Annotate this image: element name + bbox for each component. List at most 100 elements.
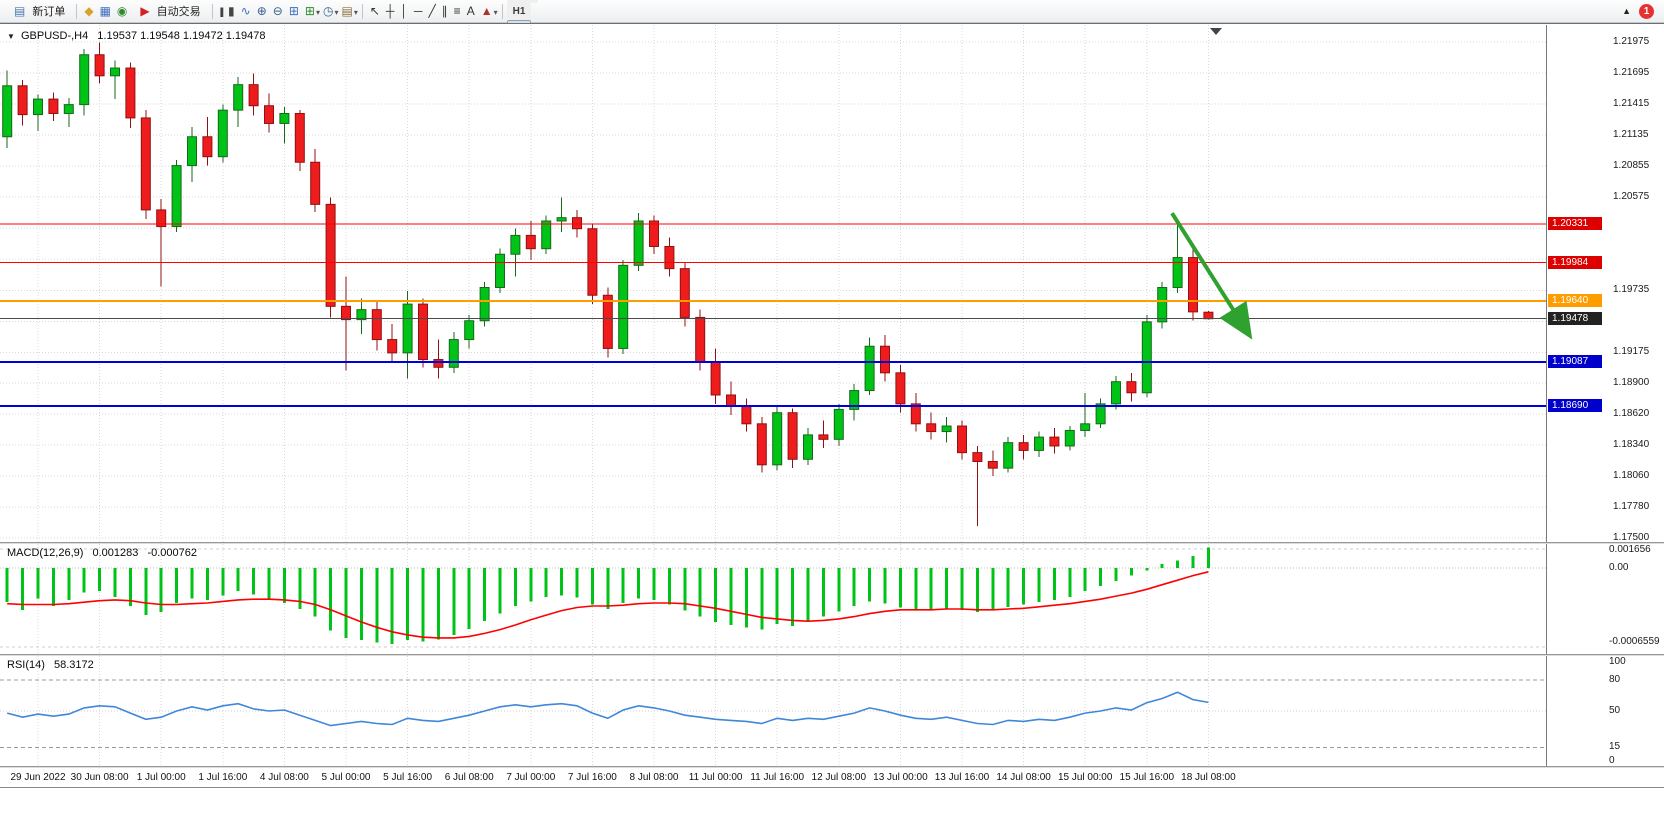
price-badge-1.19984: 1.19984 (1548, 255, 1602, 269)
toolbar-overflow-icon[interactable]: ▲ (1622, 6, 1631, 16)
new-chart-icon[interactable]: ⊞ (304, 3, 315, 18)
time-axis-label: 7 Jul 16:00 (567, 772, 617, 783)
price-axis-label: 1.18060 (1613, 469, 1650, 481)
panel-splitter[interactable] (0, 542, 1664, 544)
rsi-corner-label: RSI(14) 58.3172 (7, 659, 94, 671)
macd-signal-line (7, 571, 1209, 639)
macd-histogram (5, 547, 1210, 644)
time-axis-label: 15 Jul 16:00 (1119, 772, 1175, 783)
price-axis-label: 1.20575 (1613, 191, 1650, 203)
price-scale[interactable]: 1.21975 1.21695 1.21415 1.21135 1.20855 1.205… (1546, 25, 1664, 543)
rsi-scale[interactable]: 100 80 50 15 0 (1546, 656, 1664, 766)
auto-trading-button[interactable]: ▶ 自动交易 (130, 2, 207, 21)
rsi-axis-label: 80 (1609, 673, 1621, 685)
time-axis-label: 14 Jul 08:00 (996, 772, 1051, 783)
macd-main-value: 0.001283 (92, 547, 139, 559)
toolbar-separator (211, 3, 213, 19)
price-axis-label: 1.18900 (1613, 376, 1650, 388)
macd-signal-value: -0.000762 (147, 547, 197, 559)
auto-trading-icon: ▶ (140, 4, 150, 18)
new-order-button[interactable]: ▤ 新订单 (4, 2, 72, 21)
time-axis-label: 7 Jul 00:00 (506, 772, 556, 783)
shapes-icon-dropdown[interactable]: ▾ (493, 7, 498, 17)
time-axis-label: 1 Jul 00:00 (136, 772, 186, 783)
time-axis-label: 30 Jun 08:00 (70, 772, 129, 783)
notification-badge[interactable]: 1 (1639, 3, 1654, 19)
toolbar: ▤ 新订单 ◆ ▦ ◉ ▶ 自动交易 ||| ▮ ∿ ⊕ ⊖ ⊞ ⊞▾ ◷▾ ▤▾ ↖ ┼ │ ─ ╱ ∥ ≡ A… (0, 0, 1664, 88)
time-axis-label: 11 Jul 16:00 (750, 772, 805, 783)
toolbar-separator (501, 3, 503, 19)
price-axis-label: 1.19175 (1613, 346, 1650, 358)
rsi-panel: 100 80 50 15 0 RSI(14) 58.3172 (0, 656, 1664, 766)
new-chart-icon-dropdown[interactable]: ▾ (315, 7, 320, 17)
candlestick-chart[interactable] (0, 25, 1546, 542)
price-axis-label: 1.18620 (1613, 407, 1650, 419)
time-axis-label: 8 Jul 08:00 (629, 772, 679, 783)
macd-scale[interactable]: 0.001656 0.00 -0.0006559 (1546, 544, 1664, 654)
tile-windows-icon[interactable]: ⊞ (288, 3, 299, 18)
price-axis-label: 1.17780 (1613, 500, 1650, 512)
new-order-icon: ▤ (14, 4, 26, 18)
fibonacci-icon[interactable]: ≡ (453, 3, 461, 18)
time-axis[interactable]: 29 Jun 2022 30 Jun 08:00 1 Jul 00:00 1 Jul … (0, 768, 1664, 788)
navigator-icon[interactable]: ◉ (116, 3, 128, 18)
panel-splitter[interactable] (0, 766, 1664, 768)
line-chart-icon[interactable]: ∿ (240, 3, 251, 18)
candlestick-icon[interactable]: ▮ (228, 3, 235, 18)
price-axis-label: 1.21975 (1613, 36, 1650, 47)
price-axis-label: 1.21695 (1613, 67, 1650, 79)
price-axis-label: 1.18340 (1613, 438, 1650, 450)
rsi-axis-label: 15 (1609, 741, 1621, 753)
macd-panel: 0.001656 0.00 -0.0006559 MACD(12,26,9) 0.0… (0, 544, 1664, 654)
time-axis-label: 11 Jul 00:00 (688, 772, 743, 783)
periods-icon[interactable]: ◷ (322, 3, 334, 18)
time-axis-label: 18 Jul 08:00 (1181, 772, 1236, 783)
chart-shift-marker-icon (1210, 28, 1222, 35)
text-icon[interactable]: A (466, 3, 475, 18)
ohlc-values: 1.19537 1.19548 1.19472 1.19478 (97, 30, 266, 42)
template-icon-dropdown[interactable]: ▾ (353, 7, 358, 17)
crosshair-icon[interactable]: ┼ (385, 3, 395, 18)
zoom-out-icon[interactable]: ⊖ (272, 3, 283, 18)
template-icon[interactable]: ▤ (341, 3, 353, 18)
shapes-icon[interactable]: ▲ (480, 3, 493, 18)
rsi-chart[interactable] (0, 656, 1546, 766)
bar-chart-icon[interactable]: ||| (219, 6, 225, 18)
vertical-line-icon[interactable]: │ (400, 3, 408, 18)
zoom-in-icon[interactable]: ⊕ (256, 3, 267, 18)
macd-corner-label: MACD(12,26,9) 0.001283 -0.000762 (7, 547, 197, 559)
toolbar-separator (76, 3, 78, 19)
panel-splitter[interactable] (0, 654, 1664, 656)
time-axis-label: 29 Jun 2022 (10, 772, 66, 783)
timeframe-m30[interactable]: M30 (506, 0, 539, 3)
candles-layer (2, 42, 1214, 526)
timeframe-h1[interactable]: H1 (506, 2, 532, 20)
price-axis-label: 1.17500 (1613, 531, 1650, 543)
channel-icon[interactable]: ∥ (441, 3, 448, 18)
price-axis-label: 1.19735 (1613, 284, 1650, 296)
market-watch-icon[interactable]: ◆ (84, 3, 94, 18)
rsi-axis-label: 100 (1609, 656, 1626, 667)
trendline-icon[interactable]: ╱ (428, 3, 436, 18)
toolbar-separator (361, 3, 363, 19)
periods-icon-dropdown[interactable]: ▾ (334, 7, 339, 17)
horizontal-line-icon[interactable]: ─ (413, 3, 423, 18)
time-axis-label: 15 Jul 00:00 (1057, 772, 1113, 783)
auto-trading-label: 自动交易 (156, 6, 201, 18)
time-axis-label: 4 Jul 08:00 (259, 772, 309, 783)
macd-axis-label: 0.001656 (1609, 544, 1651, 555)
cursor-icon[interactable]: ↖ (369, 3, 380, 18)
price-badge-1.20331: 1.20331 (1548, 217, 1602, 231)
macd-chart[interactable] (0, 544, 1546, 654)
rsi-axis-label: 50 (1609, 705, 1621, 716)
new-order-label: 新订单 (32, 6, 66, 18)
symbol-label: GBPUSD-,H4 (20, 30, 89, 42)
chart-window: 1.21975 1.21695 1.21415 1.21135 1.20855 1.205… (0, 23, 1664, 788)
time-axis-label: 5 Jul 16:00 (383, 772, 433, 783)
data-window-icon[interactable]: ▦ (99, 3, 111, 18)
chart-expand-icon[interactable]: ▼ (7, 32, 15, 41)
trend-arrow-annotation[interactable] (1170, 212, 1253, 340)
rsi-axis-label: 0 (1609, 755, 1615, 766)
macd-label: MACD(12,26,9) (7, 547, 84, 559)
